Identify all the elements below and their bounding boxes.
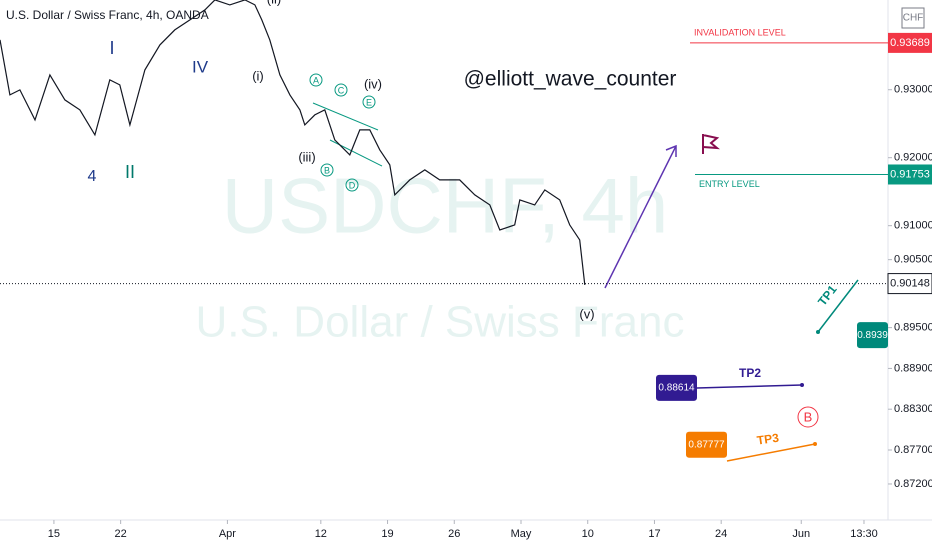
target-name: TP2	[739, 366, 761, 380]
wave-circle	[309, 73, 323, 87]
x-tick-label: 17	[648, 528, 660, 540]
arrow-head	[665, 144, 677, 157]
target-price: 0.87777	[688, 439, 725, 450]
wave-label: (v)	[579, 306, 594, 321]
wave-circle	[334, 83, 348, 97]
wave-circle	[362, 95, 376, 109]
x-tick-label: Apr	[219, 528, 236, 540]
x-tick-label: 13:30	[850, 528, 878, 540]
target-name: TP3	[756, 431, 780, 448]
last-price-label: 0.90148	[890, 277, 930, 289]
wave-label: II	[125, 162, 135, 182]
target-price: 0.88614	[658, 382, 695, 393]
target-box	[656, 374, 697, 401]
projection-arrow	[604, 145, 677, 289]
level-price-label: 0.93689	[890, 37, 930, 49]
handle: @elliott_wave_counter	[464, 68, 677, 91]
x-tick-label: 24	[715, 528, 727, 540]
target-price: 0.8939	[857, 330, 888, 341]
y-tick-label: 0.92000	[894, 152, 932, 164]
channel-line	[312, 102, 379, 131]
currency-box[interactable]	[901, 7, 925, 29]
price-line	[0, 0, 586, 285]
target-line	[696, 384, 803, 389]
x-tick-label: 19	[381, 528, 393, 540]
chart-title: U.S. Dollar / Swiss Franc, 4h, OANDA	[6, 8, 209, 22]
wave-circle	[797, 406, 819, 428]
target-box	[686, 431, 727, 458]
target-line	[726, 443, 816, 462]
last-price-box	[887, 273, 932, 295]
wave-label: C	[338, 85, 345, 95]
level-price-label: 0.91753	[890, 168, 930, 180]
target-line	[817, 279, 859, 333]
y-tick-label: 0.87200	[894, 478, 932, 490]
x-tick-label: 12	[315, 528, 327, 540]
wave-circle	[320, 163, 334, 177]
level-price-box	[888, 164, 932, 185]
currency[interactable]: CHF	[903, 13, 924, 24]
level-name: INVALIDATION LEVEL	[694, 27, 786, 37]
wave-label: (iv)	[364, 76, 382, 91]
wave-label: (ii)	[267, 0, 281, 6]
y-tick-label: 0.93000	[894, 84, 932, 96]
level-name: ENTRY LEVEL	[699, 179, 760, 189]
target-end	[813, 442, 817, 446]
target-end	[816, 330, 820, 334]
x-tick-label: 22	[115, 528, 127, 540]
wave-label: IV	[192, 57, 209, 76]
wave-label: B	[804, 409, 813, 424]
y-tick-label: 0.87700	[894, 444, 932, 456]
wave-label: (iii)	[298, 149, 315, 164]
x-tick-label: May	[511, 528, 532, 540]
wave-circle	[345, 178, 359, 192]
x-tick-label: 10	[582, 528, 594, 540]
level-price-box	[888, 32, 932, 53]
flag-icon	[702, 134, 721, 154]
y-tick-label: 0.88300	[894, 403, 932, 415]
x-tick-label: Jun	[792, 528, 810, 540]
y-tick-label: 0.91000	[894, 220, 932, 232]
wave-label: 4	[88, 168, 97, 185]
watermark: USDCHF, 4h	[222, 162, 668, 250]
wave-label: I	[109, 38, 114, 58]
target-end	[800, 383, 804, 387]
y-tick-label: 0.88900	[894, 362, 932, 374]
wave-label: E	[366, 97, 372, 107]
wave-label: B	[324, 165, 330, 175]
watermark-subtitle: U.S. Dollar / Swiss Franc	[196, 298, 685, 347]
y-tick-label: 0.90500	[894, 254, 932, 266]
target-box	[857, 322, 888, 349]
x-tick-label: 15	[48, 528, 60, 540]
wave-label: A	[313, 75, 319, 85]
wave-label: (i)	[252, 68, 264, 83]
x-tick-label: 26	[448, 528, 460, 540]
wave-label: D	[349, 180, 356, 190]
y-tick-label: 0.89500	[894, 322, 932, 334]
